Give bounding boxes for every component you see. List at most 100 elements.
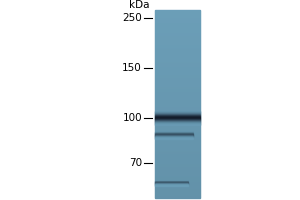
Bar	[155, 143, 200, 144]
Bar	[155, 133, 200, 134]
Bar	[155, 39, 200, 40]
Bar	[155, 54, 200, 55]
Bar	[155, 109, 200, 110]
Bar	[155, 140, 200, 141]
Bar	[155, 145, 200, 146]
Bar	[155, 92, 200, 93]
Bar	[155, 24, 200, 25]
Bar	[155, 62, 200, 63]
Bar	[155, 15, 200, 16]
Bar	[155, 74, 200, 75]
Bar	[155, 170, 200, 171]
Bar	[155, 41, 200, 42]
Bar	[155, 20, 200, 21]
Bar	[155, 78, 200, 79]
Bar	[155, 110, 200, 111]
Bar	[155, 164, 200, 165]
Bar	[155, 68, 200, 69]
Bar	[155, 46, 200, 47]
Bar	[155, 27, 200, 28]
Bar	[155, 162, 200, 163]
Bar	[155, 53, 200, 54]
Bar	[155, 116, 200, 117]
Bar	[155, 134, 200, 135]
Bar	[155, 123, 200, 124]
Bar	[155, 19, 200, 20]
Bar	[155, 131, 200, 132]
Bar	[155, 57, 200, 58]
Bar	[155, 185, 200, 186]
Bar	[155, 182, 200, 183]
Bar	[155, 175, 200, 176]
Bar	[155, 188, 200, 189]
Bar	[155, 157, 200, 158]
Bar	[155, 153, 200, 154]
Bar	[155, 29, 200, 30]
Bar	[155, 194, 200, 195]
Bar	[155, 45, 200, 46]
Bar	[155, 167, 200, 168]
Bar	[155, 10, 200, 11]
Bar	[155, 70, 200, 71]
Bar	[155, 177, 200, 178]
Bar	[155, 21, 200, 22]
Bar	[155, 168, 200, 169]
Bar	[155, 87, 200, 88]
Bar	[155, 132, 200, 133]
Bar	[155, 186, 200, 187]
Bar	[155, 119, 200, 120]
Bar	[155, 122, 200, 123]
Bar	[155, 114, 200, 115]
Bar	[155, 77, 200, 78]
Bar	[155, 174, 200, 175]
Bar	[155, 36, 200, 37]
Bar	[155, 73, 200, 74]
Bar	[155, 146, 200, 147]
Bar	[155, 81, 200, 82]
Bar	[155, 196, 200, 197]
Bar	[155, 12, 200, 13]
Bar	[155, 61, 200, 62]
Bar	[155, 31, 200, 32]
Bar	[155, 138, 200, 139]
Text: 150: 150	[122, 63, 142, 73]
Bar	[155, 190, 200, 191]
Text: 70: 70	[129, 158, 142, 168]
Bar	[155, 22, 200, 23]
Bar	[155, 120, 200, 121]
Bar	[155, 99, 200, 100]
Bar	[155, 103, 200, 104]
Bar	[155, 108, 200, 109]
Bar	[155, 121, 200, 122]
Bar	[155, 117, 200, 118]
Bar	[155, 98, 200, 99]
Bar	[155, 44, 200, 45]
Bar	[155, 161, 200, 162]
Bar	[155, 64, 200, 65]
Bar	[155, 176, 200, 177]
Bar	[155, 88, 200, 89]
Bar	[155, 137, 200, 138]
Bar	[155, 156, 200, 157]
Bar	[155, 158, 200, 159]
Bar	[155, 79, 200, 80]
Bar	[155, 147, 200, 148]
Bar	[155, 183, 200, 184]
Bar	[155, 11, 200, 12]
Bar	[155, 65, 200, 66]
Bar	[155, 40, 200, 41]
Bar	[155, 191, 200, 192]
Bar	[155, 107, 200, 108]
Bar	[155, 34, 200, 35]
Bar	[155, 93, 200, 94]
Bar	[155, 50, 200, 51]
Bar	[155, 180, 200, 181]
Bar	[155, 38, 200, 39]
Bar	[155, 76, 200, 77]
Bar	[155, 14, 200, 15]
Text: kDa: kDa	[130, 0, 150, 10]
Bar	[155, 72, 200, 73]
Bar	[155, 25, 200, 26]
Bar	[155, 160, 200, 161]
Bar	[155, 165, 200, 166]
